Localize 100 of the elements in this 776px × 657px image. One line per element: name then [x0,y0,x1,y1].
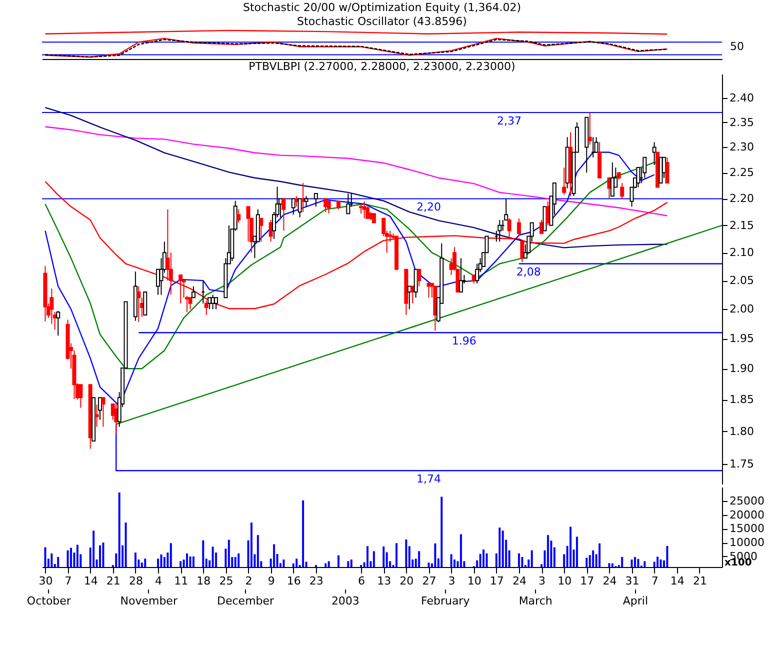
x-tick-label: 10 [467,574,482,588]
candlestick [282,198,286,232]
y-tick-label: 1.85 [730,393,754,406]
x-tick-label: 16 [286,574,301,588]
x-tick-label: 31 [625,574,640,588]
annotation: 1.96 [452,334,476,348]
candlestick [665,156,670,184]
y-tick-label: 1.75 [730,457,754,470]
candlestick [259,218,264,242]
candlestick [301,182,306,212]
candlestick [188,297,192,310]
annotation: 1,74 [416,472,441,486]
candlestick [246,206,250,242]
candlestick [458,258,463,292]
candlestick [214,297,218,310]
candlestick [191,286,196,298]
candlestick [324,198,328,212]
x2-tick-label: October [26,594,72,608]
candlestick [298,198,302,218]
y-tick-label: 15000 [730,522,764,536]
candlestick [178,274,183,304]
x-tick-label: 11 [174,574,188,588]
x-tick-label: 13 [377,574,392,588]
x-tick-label: 3 [538,574,546,588]
x-tick-label: 17 [580,574,594,588]
y-tick-label: 2.40 [730,91,754,104]
x-tick-label: 20 [400,574,414,588]
x-tick-label: 9 [268,574,275,588]
y-tick-label: 1.90 [730,362,754,376]
x-tick-label: 4 [155,574,162,588]
y-tick-label: 25000 [730,494,764,508]
chart-title: Stochastic 20/00 w/Optimization Equity (1,364.02) [242,1,522,14]
y-axis-title: x100 [724,558,752,568]
x-tick-label: 14 [670,574,684,588]
x-tick-label: 6 [358,574,366,588]
y-tick-label: 2.10 [730,246,754,260]
x-tick-label: 27 [422,574,436,588]
y-tick-label: 2.15 [730,218,754,232]
candlestick [359,204,364,214]
x-tick-label: 10 [558,574,572,588]
x-tick-label: 24 [602,574,617,588]
candlestick [652,142,656,166]
candlestick [236,208,241,224]
candlestick [136,286,141,323]
candlestick [507,218,512,240]
x2-tick-label: December [217,594,275,608]
y-tick-label: 2.30 [730,140,754,154]
candlestick [143,291,148,316]
x-tick-label: 14 [84,574,98,588]
x-tick-label: 24 [512,574,526,588]
chart-subtitle: Stochastic Oscillator (43.8596) [297,15,467,28]
candlestick [372,213,376,224]
candlestick [498,220,502,242]
line-series [44,126,668,216]
y-tick-label: 1.80 [730,424,754,438]
x-tick-label: 7 [651,574,658,588]
candlestick [291,198,296,216]
y-tick-label: 20000 [730,508,764,522]
x2-tick-label: 2003 [331,594,360,608]
candlestick [426,282,431,298]
x-tick-label: 25 [219,574,234,588]
candlestick [98,397,102,420]
candlestick [516,218,521,237]
candlestick [636,167,640,188]
chart-title: PTBVLBPI (2.27000, 2.28000, 2.23000, 2.23000) [248,60,516,73]
x2-tick-label: April [622,594,648,608]
y-tick-label: 1.95 [730,332,754,346]
candlestick [304,196,308,208]
x-tick-label: 2 [245,574,252,588]
y-tick-label: 2.00 [730,302,754,316]
candlestick [607,177,612,200]
y-tick-label: 2.05 [730,274,754,288]
x-tick-label: 21 [692,574,707,588]
x-tick-label: 17 [490,574,504,588]
y-tick-label: 2.35 [730,116,754,129]
annotation: 2,37 [497,114,522,128]
y-tick-label: 2.20 [730,192,754,206]
x-tick-label: 18 [196,574,211,588]
candlestick [208,297,212,310]
text: 50 [730,40,744,53]
candlestick [56,310,60,336]
x-tick-label: 23 [309,574,324,588]
candlestick [326,200,331,214]
candlestick [314,192,318,208]
candlestick [417,268,422,287]
candlestick [78,384,83,408]
candlestick [620,182,624,200]
x-tick-label: 28 [128,574,143,588]
candlestick [101,397,106,428]
candlestick [50,288,54,324]
y-tick-label: 2.25 [730,166,754,180]
x2-tick-label: March [518,594,552,608]
x2-tick-label: February [420,594,470,608]
candlestick [520,241,524,263]
annotation: 2,08 [516,266,541,279]
candlestick [388,230,392,242]
x-tick-label: 7 [64,574,72,588]
x-tick-label: 3 [448,574,456,588]
annotation: 2,20 [416,200,441,214]
candlestick [562,167,566,196]
